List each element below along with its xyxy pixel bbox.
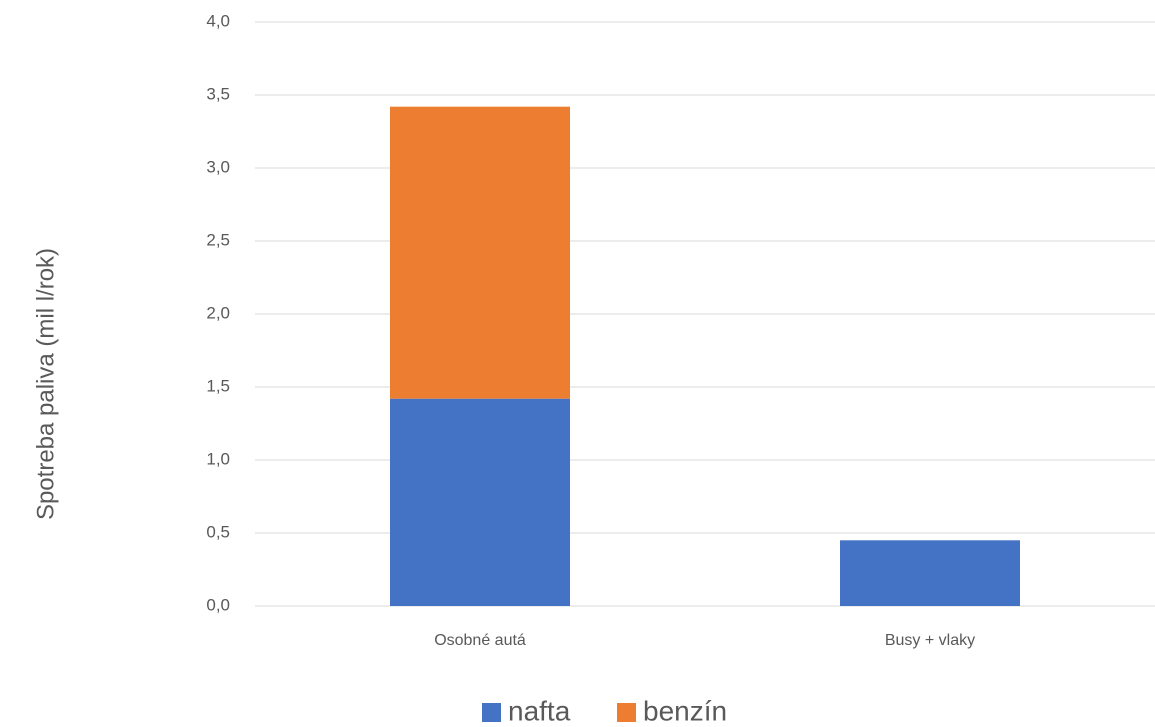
- bar-nafta-0: [390, 398, 570, 606]
- legend-label: nafta: [508, 695, 571, 726]
- x-axis-categories: Osobné autá Busy + vlaky: [434, 632, 975, 649]
- y-tick-label: 3,5: [206, 84, 230, 103]
- y-tick-label: 4,0: [206, 11, 230, 30]
- y-tick-label: 2,5: [206, 230, 230, 249]
- y-tick-label: 0,0: [206, 595, 230, 614]
- y-tick-label: 1,5: [206, 376, 230, 395]
- y-tick-label: 2,0: [206, 303, 230, 322]
- legend-swatch-nafta: [482, 703, 501, 722]
- category-label: Busy + vlaky: [885, 632, 975, 649]
- legend-swatch-benzín: [617, 703, 636, 722]
- bar-benzín-0: [390, 106, 570, 399]
- y-tick-label: 3,0: [206, 157, 230, 176]
- y-tick-label: 1,0: [206, 449, 230, 468]
- bar-nafta-1: [840, 540, 1020, 606]
- legend-label: benzín: [643, 695, 727, 726]
- y-axis-title: Spotreba paliva (mil l/rok): [32, 248, 59, 520]
- category-label: Osobné autá: [434, 632, 526, 649]
- y-tick-label: 0,5: [206, 522, 230, 541]
- legend: nafta benzín: [482, 695, 727, 726]
- bars: [390, 106, 1020, 606]
- y-axis-ticks: 0,0 0,5 1,0 1,5 2,0 2,5 3,0 3,5 4,0: [206, 11, 230, 614]
